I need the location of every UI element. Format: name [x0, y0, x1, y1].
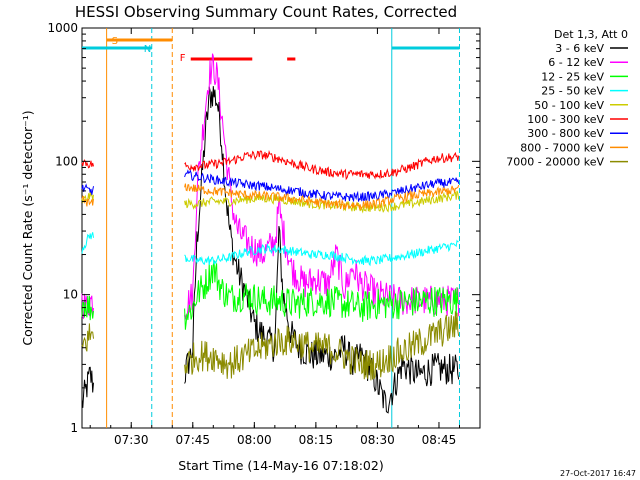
series-line-5: [81, 149, 460, 181]
legend-entry-label-3: 25 - 50 keV: [541, 85, 604, 98]
x-axis-label: Start Time (14-May-16 07:18:02): [178, 458, 383, 473]
y-axis-label: Corrected Count Rate (s⁻¹ detector⁻¹): [20, 110, 35, 345]
observing-markers: S N F: [82, 28, 460, 428]
legend-entry-label-1: 6 - 12 keV: [548, 56, 604, 69]
legend-header: Det 1,3, Att 0: [554, 28, 628, 41]
footer-timestamp: 27-Oct-2017 16:47: [560, 469, 636, 478]
y-tick-label: 1: [70, 421, 78, 435]
flag-label-s: S: [112, 36, 118, 47]
x-tick-label: 07:30: [114, 433, 149, 447]
legend-entry-label-2: 12 - 25 keV: [541, 70, 604, 83]
x-axis: 07:30 07:45 08:00 08:15 08:30 08:45: [89, 28, 481, 447]
legend-entry-label-0: 3 - 6 keV: [555, 42, 604, 55]
series-line-4: [81, 190, 460, 214]
legend-entry-label-4: 50 - 100 keV: [534, 99, 604, 112]
legend-entry-label-6: 300 - 800 keV: [527, 127, 604, 140]
x-tick-label: 08:00: [237, 433, 272, 447]
flag-label-f: F: [180, 53, 186, 64]
x-tick-label: 07:45: [175, 433, 210, 447]
series-line-1: [81, 53, 460, 320]
series-line-3: [81, 232, 459, 267]
y-tick-label: 100: [55, 154, 78, 168]
series-line-7: [81, 183, 460, 210]
chart-title: HESSI Observing Summary Count Rates, Cor…: [75, 3, 457, 21]
y-tick-label: 10: [63, 288, 78, 302]
legend-entry-label-7: 800 - 7000 keV: [520, 141, 604, 154]
x-tick-label: 08:15: [299, 433, 334, 447]
y-tick-label: 1000: [47, 21, 78, 35]
series-line-8: [81, 311, 460, 381]
x-tick-label: 08:30: [360, 433, 395, 447]
x-tick-label: 08:45: [422, 433, 457, 447]
flag-label-n: N: [144, 44, 151, 55]
series-line-0: [81, 86, 460, 414]
y-axis: 1 10 100 1000: [47, 21, 480, 435]
legend-entry-label-8: 7000 - 20000 keV: [506, 156, 604, 169]
legend-entry-label-5: 100 - 300 keV: [527, 113, 604, 126]
plot-area: [81, 27, 481, 429]
series-lines: [81, 53, 460, 414]
